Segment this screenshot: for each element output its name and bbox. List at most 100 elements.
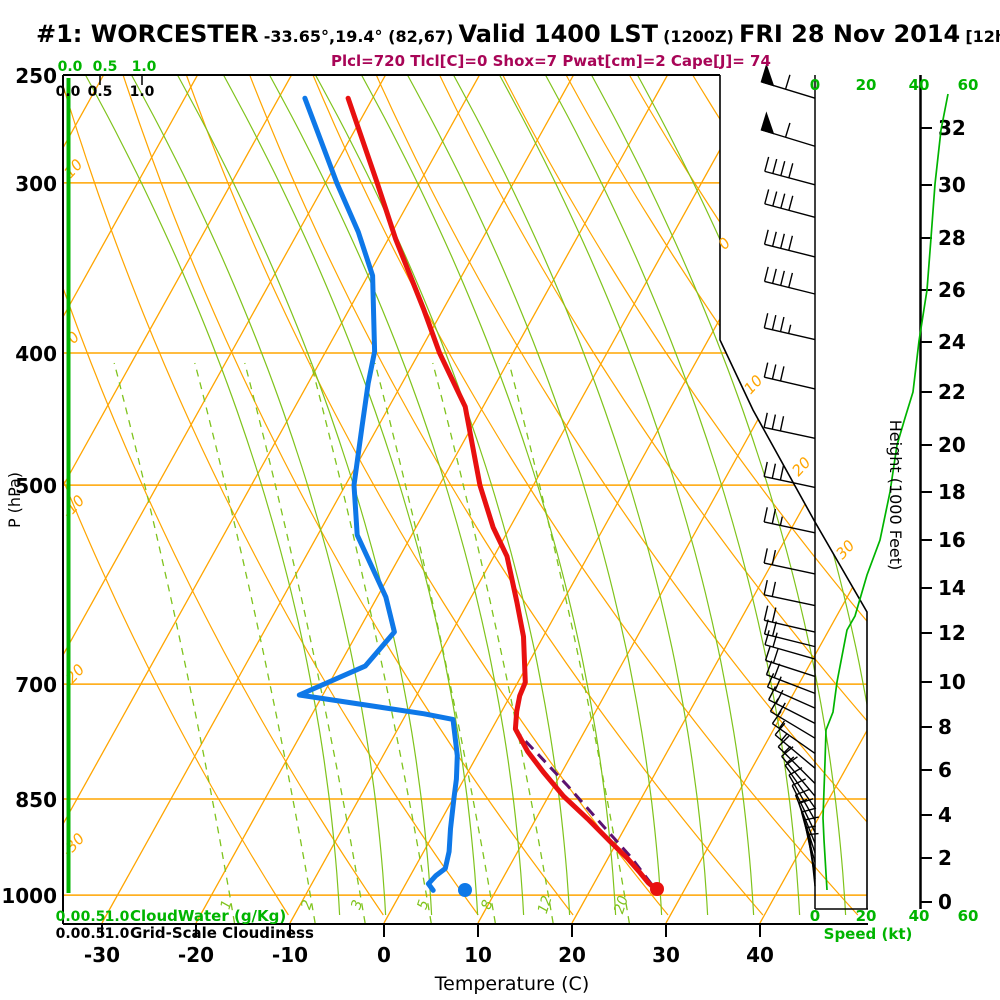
wind-barbs: [760, 63, 820, 887]
pressure-tick-label: 1000: [1, 884, 57, 908]
temperature-tick-label: -20: [178, 943, 214, 967]
wind-barb-half-feather: [779, 516, 783, 526]
wind-barb-staff: [770, 710, 816, 739]
height-tick-label: 22: [938, 380, 966, 404]
speed-tick-top: 20: [856, 76, 877, 94]
surface-dewpoint-dot: [458, 883, 472, 897]
speed-tick-bottom: 0: [810, 907, 820, 925]
wind-barb-staff: [765, 659, 816, 678]
wind-barb-feather: [763, 412, 768, 428]
height-tick-label: 28: [938, 226, 966, 250]
wind-barb-feather: [788, 767, 803, 776]
wind-barb-half-feather: [798, 798, 808, 804]
isotherm-line: [759, 75, 867, 924]
wind-barb-feather: [771, 463, 777, 479]
wind-barb-feather: [788, 272, 794, 288]
wind-barb-staff: [763, 521, 816, 534]
wind-barb-feather: [765, 660, 773, 675]
cloudwater-axis-title: CloudWater (g/Kg): [130, 907, 286, 925]
dry-adiabat-line: [249, 75, 764, 916]
wind-barb-feather: [784, 756, 798, 766]
height-tick-label: 26: [938, 278, 966, 302]
wind-barb-feather: [766, 672, 775, 688]
height-tick-label: 4: [938, 803, 952, 827]
height-tick-label: 16: [938, 528, 966, 552]
wind-barb-feather: [795, 788, 810, 796]
wind-barb-feather: [763, 266, 769, 282]
dry-adiabat-line: [185, 75, 669, 916]
cloudiness-bottom-tick: 0.5: [81, 926, 106, 942]
dewpoint-curve: [296, 95, 460, 893]
wind-barb-feather: [781, 746, 794, 757]
moist-adiabat-line: [406, 75, 663, 916]
wind-barb-feather: [771, 268, 777, 284]
dry-adiabat-line: [312, 75, 859, 916]
station-title: #1: WORCESTER: [36, 20, 259, 48]
temperature-tick-label: 40: [746, 943, 774, 967]
moist-adiabat-line: [360, 75, 617, 916]
dry-adiabat-line: [628, 75, 867, 916]
wind-barb-staff: [764, 170, 816, 186]
temperature-tick-label: -30: [84, 943, 120, 967]
mixing-ratio-line: [310, 362, 432, 924]
wind-barb-feather: [788, 195, 794, 211]
speed-tick-bottom: 60: [958, 907, 979, 925]
height-tick-label: 30: [938, 173, 966, 197]
temperature-tick-label: 0: [377, 943, 391, 967]
isotherm-line: [63, 75, 293, 924]
wind-barb-feather: [771, 508, 777, 524]
isotherm-label: 0: [64, 328, 84, 347]
mixing-ratio-line: [244, 362, 366, 924]
pressure-axis-labels: 250 300 400 500 700 850 1000: [1, 64, 57, 908]
cloudwater-bottom-tick: 1.0: [105, 909, 130, 925]
wind-barb-feather: [779, 316, 785, 332]
isotherm-line: [665, 75, 867, 924]
height-tick-label: 12: [938, 621, 966, 645]
wind-barb-feather: [779, 465, 785, 481]
isotherm-line: [195, 75, 669, 924]
wind-barb-feather: [763, 619, 769, 635]
wind-barb-feather: [788, 163, 794, 179]
wind-barb-feather: [772, 158, 778, 174]
height-profile-curve: [822, 93, 949, 891]
height-tick-label: 10: [938, 670, 966, 694]
page-title: #1: WORCESTER -33.65°,19.4° (82,67) Vali…: [36, 20, 1000, 48]
moist-adiabat-line: [590, 75, 847, 916]
wind-barb-pennant: [760, 63, 775, 87]
wind-barb-feather: [779, 366, 785, 382]
wind-barb-half-feather: [783, 745, 791, 754]
cloudiness-top-tick: 1.0: [130, 84, 155, 100]
isotherm-line: [571, 75, 867, 924]
wind-barb-feather: [764, 645, 771, 661]
valid-date: FRI 28 Nov 2014: [738, 20, 961, 48]
wind-barb-feather: [788, 235, 794, 251]
speed-tick-bottom: 20: [856, 907, 877, 925]
cloudwater-top-tick: 0.5: [93, 59, 118, 75]
height-tick-label: 24: [938, 330, 966, 354]
wind-barb-feather: [791, 778, 806, 787]
wind-barb-feather: [771, 581, 777, 597]
wind-barb-feather: [784, 74, 791, 90]
wind-barb-feather: [771, 607, 777, 623]
wind-barb-feather: [780, 270, 785, 286]
temperature-tick-label: 10: [464, 943, 492, 967]
pressure-tick-label: 500: [15, 474, 57, 498]
isotherm-label: 20: [788, 453, 814, 479]
wind-barb-staff: [784, 764, 816, 809]
valid-time: Valid 1400 LST: [458, 20, 658, 48]
cloudiness-top-tick: 0.5: [88, 84, 113, 100]
wind-barb-feather: [763, 229, 769, 245]
surface-temperature-dot: [650, 882, 664, 896]
dry-adiabat-line: [63, 75, 479, 916]
wind-barb-feather: [763, 313, 769, 329]
wind-barb-feather: [772, 648, 779, 664]
wind-barb-feather: [773, 663, 781, 678]
plot-frame: [62, 74, 868, 925]
wind-barb-staff: [764, 376, 816, 390]
height-tick-label: 20: [938, 433, 966, 457]
height-tick-label: 14: [938, 576, 966, 600]
wind-barb-feather: [780, 193, 786, 209]
height-tick-label: 0: [938, 890, 952, 914]
wind-barb-staff: [764, 644, 816, 660]
